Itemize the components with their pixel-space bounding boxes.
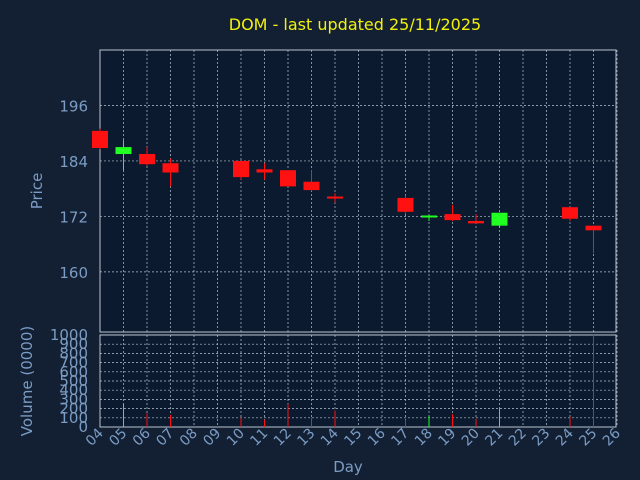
candle-12 xyxy=(280,170,296,187)
volume-tick-label: 700 xyxy=(59,354,88,372)
candle-04 xyxy=(92,128,108,150)
volume-tick-label: 100 xyxy=(59,409,88,427)
candle-24 xyxy=(562,207,578,222)
x-axis-ticks: 04 05 06 07 08 09 10 11 12 13 14 15 16 17 18 19 20 21 22 23… xyxy=(83,425,624,449)
volume-tick-label: 200 xyxy=(59,400,88,418)
volume-axis-label: Volume (0000) xyxy=(18,326,36,436)
candle-13 xyxy=(303,170,320,191)
candle-14 xyxy=(327,193,343,203)
candle-body xyxy=(139,154,155,165)
candle-07 xyxy=(162,158,179,187)
x-axis-label: Day xyxy=(333,458,363,476)
candles xyxy=(92,128,602,254)
candle-20 xyxy=(468,214,484,224)
candle-body xyxy=(162,163,179,173)
price-tick-label: 172 xyxy=(59,208,88,226)
candle-body xyxy=(491,212,508,226)
candle-body xyxy=(585,225,602,231)
price-tick-label: 196 xyxy=(59,97,88,115)
candle-body xyxy=(115,147,132,155)
price-panel: 160 172 184 196 Price xyxy=(28,49,618,333)
candle-10 xyxy=(233,160,249,180)
candle-25 xyxy=(585,225,602,254)
price-grid xyxy=(99,50,618,332)
candle-body xyxy=(327,196,343,199)
price-plot-area xyxy=(99,49,617,333)
volume-tick-label: 300 xyxy=(59,390,88,408)
candle-body xyxy=(92,130,108,149)
candle-17 xyxy=(397,195,414,215)
candle-body xyxy=(397,197,414,212)
volume-tick-label: 400 xyxy=(59,381,88,399)
volume-tick-label: 600 xyxy=(59,363,88,381)
candle-body xyxy=(562,207,578,219)
candle-body xyxy=(468,221,484,224)
candle-body xyxy=(421,215,437,218)
candle-body xyxy=(303,181,320,191)
volume-tick-label: 500 xyxy=(59,372,88,390)
candle-21 xyxy=(491,212,508,228)
price-axis-label: Price xyxy=(28,173,46,210)
chart-title: DOM - last updated 25/11/2025 xyxy=(229,15,481,34)
price-tick-label: 160 xyxy=(59,264,88,282)
candle-18 xyxy=(421,215,437,222)
price-y-ticks: 160 172 184 196 xyxy=(59,97,88,281)
price-tick-label: 184 xyxy=(59,153,88,171)
candle-06 xyxy=(139,147,155,166)
candle-body xyxy=(256,169,273,173)
candle-body xyxy=(444,214,461,221)
candle-05 xyxy=(115,140,132,171)
candle-11 xyxy=(256,163,273,180)
volume-tick-label: 900 xyxy=(59,335,88,353)
volume-bars xyxy=(123,335,594,427)
candle-19 xyxy=(444,204,461,222)
volume-tick-label: 1000 xyxy=(50,326,88,344)
volume-tick-label: 800 xyxy=(59,344,88,362)
candle-body xyxy=(280,170,296,187)
candle-body xyxy=(233,160,249,178)
volume-tick-label: 0 xyxy=(78,418,88,436)
volume-grid xyxy=(99,335,618,427)
